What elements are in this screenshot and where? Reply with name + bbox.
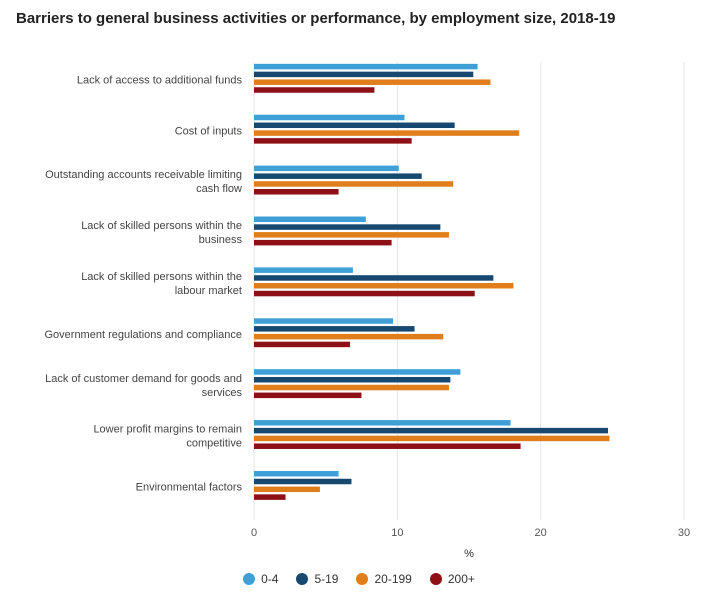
- bar-0-4[interactable]: [254, 114, 405, 121]
- chart-title: Barriers to general business activities …: [16, 10, 616, 27]
- bar-20-199[interactable]: [254, 130, 520, 136]
- legend-swatch: [356, 573, 369, 585]
- chart-legend: 0-4 5-19 20-199 200+: [0, 572, 718, 586]
- bar-20-199[interactable]: [254, 79, 491, 85]
- bar-200+[interactable]: [254, 443, 521, 449]
- bar-5-19[interactable]: [254, 122, 455, 129]
- bar-5-19[interactable]: [254, 224, 441, 230]
- bar-5-19[interactable]: [254, 173, 422, 179]
- bar-0-4[interactable]: [254, 165, 399, 172]
- x-tick-label: 0: [251, 527, 257, 539]
- legend-label: 200+: [447, 572, 475, 586]
- x-tick-label: 30: [678, 527, 690, 539]
- bar-0-4[interactable]: [254, 470, 339, 477]
- bar-5-19[interactable]: [254, 326, 415, 332]
- category-label: Cost of inputs: [175, 125, 243, 137]
- legend-label: 20-199: [374, 572, 412, 586]
- legend-swatch: [429, 573, 442, 585]
- bar-5-19[interactable]: [254, 71, 474, 78]
- legend-label: 0-4: [261, 572, 279, 586]
- bar-0-4[interactable]: [254, 216, 366, 223]
- category-label: Outstanding accounts receivable limiting…: [45, 169, 242, 195]
- bar-chart: 0 10 20 30% Lack of access to additional fun…: [44, 62, 690, 560]
- category-label: Lack of customer demand for goods and ser…: [45, 373, 242, 399]
- x-axis-title: %: [464, 548, 474, 560]
- bar-200+[interactable]: [254, 239, 392, 246]
- category-label: Lack of access to additional funds: [77, 74, 243, 86]
- bar-20-199[interactable]: [254, 181, 454, 187]
- bar-20-199[interactable]: [254, 435, 610, 442]
- legend-swatch: [243, 573, 256, 585]
- bar-0-4[interactable]: [254, 318, 394, 324]
- bar-5-19[interactable]: [254, 376, 451, 383]
- category-label: Lack of skilled persons within the busine…: [81, 220, 242, 246]
- bar-0-4[interactable]: [254, 369, 461, 375]
- bar-200+[interactable]: [254, 189, 339, 195]
- bar-200+[interactable]: [254, 290, 475, 297]
- bar-5-19[interactable]: [254, 275, 494, 281]
- bar-20-199[interactable]: [254, 333, 444, 340]
- bar-0-4[interactable]: [254, 63, 478, 70]
- legend-item-5-19[interactable]: 5-19: [296, 572, 338, 586]
- bar-200+[interactable]: [254, 392, 362, 399]
- x-tick-label: 10: [391, 527, 403, 539]
- bar-200+[interactable]: [254, 138, 412, 144]
- bar-0-4[interactable]: [254, 420, 511, 426]
- bar-20-199[interactable]: [254, 232, 449, 238]
- legend-swatch: [296, 573, 309, 585]
- bar-5-19[interactable]: [254, 478, 352, 485]
- category-label: Lack of skilled persons within the labour…: [81, 271, 242, 297]
- bar-200+[interactable]: [254, 341, 351, 348]
- bar-20-199[interactable]: [254, 486, 320, 493]
- category-label: Environmental factors: [136, 482, 243, 494]
- category-label: Government regulations and compliance: [44, 329, 242, 341]
- legend-item-0-4[interactable]: 0-4: [243, 572, 278, 586]
- legend-item-20-199[interactable]: 20-199: [356, 572, 412, 586]
- bar-20-199[interactable]: [254, 283, 514, 289]
- legend-item-200+[interactable]: 200+: [429, 572, 475, 586]
- legend-label: 5-19: [314, 572, 339, 586]
- bar-20-199[interactable]: [254, 384, 449, 391]
- x-tick-label: 20: [535, 527, 547, 539]
- bar-200+[interactable]: [254, 494, 286, 500]
- bar-5-19[interactable]: [254, 427, 609, 434]
- category-label: Lower profit margins to remain competitiv…: [93, 424, 242, 450]
- bar-200+[interactable]: [254, 87, 375, 93]
- bar-0-4[interactable]: [254, 267, 353, 273]
